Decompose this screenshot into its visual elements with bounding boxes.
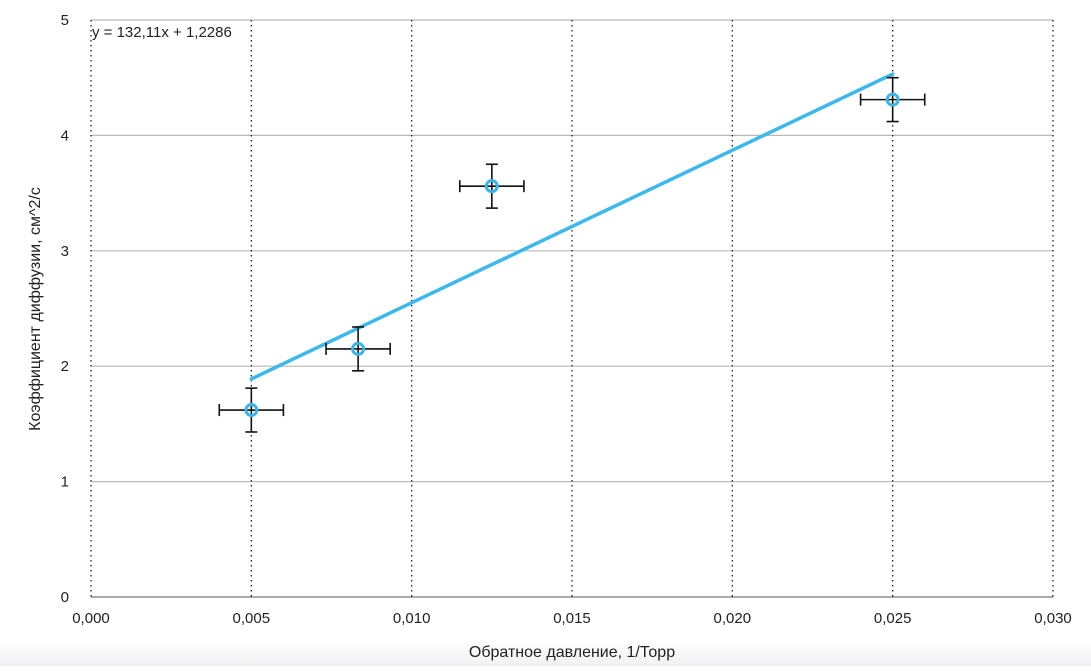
error-bars bbox=[218, 76, 926, 433]
x-tick-label: 0,000 bbox=[72, 610, 110, 627]
grid-lines bbox=[90, 19, 1054, 598]
y-tick-label: 3 bbox=[61, 243, 69, 260]
x-tick-label: 0,020 bbox=[714, 610, 752, 627]
y-axis-label: Коэффициент диффузии, см^2/с bbox=[27, 187, 44, 431]
y-tick-label: 2 bbox=[61, 358, 69, 375]
trendline-layer bbox=[249, 72, 895, 381]
data-point bbox=[484, 179, 499, 194]
data-point bbox=[885, 92, 900, 107]
data-point bbox=[351, 341, 366, 356]
y-tick-label: 1 bbox=[61, 474, 69, 491]
data-point bbox=[244, 403, 259, 418]
x-tick-label: 0,015 bbox=[553, 610, 591, 627]
tick-labels: 0 1 2 3 4 5 0,000 0,005 0,010 0,015 0,020 0,025 0,03… bbox=[61, 12, 1072, 627]
window-bottom-edge bbox=[0, 640, 1091, 666]
data-points bbox=[244, 92, 900, 418]
x-axis-label: Обратное давление, 1/Торр bbox=[469, 644, 675, 661]
y-tick-label: 0 bbox=[61, 589, 69, 606]
x-tick-label: 0,005 bbox=[233, 610, 271, 627]
trendline bbox=[249, 72, 895, 381]
y-tick-label: 5 bbox=[61, 12, 69, 29]
x-tick-label: 0,010 bbox=[393, 610, 431, 627]
x-tick-label: 0,025 bbox=[874, 610, 912, 627]
y-tick-label: 4 bbox=[61, 127, 69, 144]
trendline-equation: y = 132,11x + 1,2286 bbox=[92, 24, 232, 41]
x-tick-label: 0,030 bbox=[1034, 610, 1072, 627]
